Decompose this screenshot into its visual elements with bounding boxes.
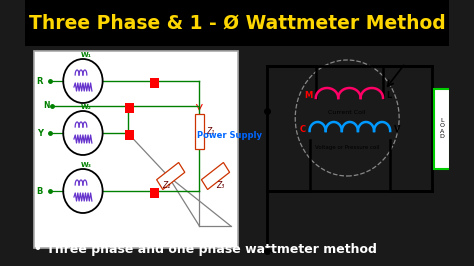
Text: • Three phase and one phase wattmeter method: • Three phase and one phase wattmeter me… (34, 243, 376, 256)
Text: Z₁: Z₁ (207, 127, 215, 135)
Text: Three Phase & 1 - Ø Wattmeter Method: Three Phase & 1 - Ø Wattmeter Method (28, 14, 446, 32)
Text: V: V (394, 124, 400, 134)
Bar (150, 78, 159, 88)
Text: L: L (387, 92, 392, 101)
Text: L
O
A
D: L O A D (439, 118, 445, 139)
Bar (25, 0, 449, 46)
Bar (125, 130, 134, 140)
Bar (34, 51, 238, 248)
Bar (150, 188, 159, 198)
Bar (195, 114, 204, 148)
Text: R: R (36, 77, 43, 85)
Bar (201, 163, 229, 189)
Text: N: N (43, 102, 50, 110)
Text: C: C (300, 124, 306, 134)
Text: Z₂: Z₂ (162, 181, 170, 190)
Text: M: M (304, 92, 312, 101)
Text: Y: Y (36, 128, 43, 138)
Text: W₂: W₂ (81, 104, 92, 110)
Text: Power Supply: Power Supply (197, 131, 262, 140)
Text: W₁: W₁ (81, 52, 92, 58)
Text: W₃: W₃ (81, 162, 92, 168)
Text: B: B (36, 186, 43, 196)
Bar (156, 163, 185, 189)
Text: Z₃: Z₃ (216, 181, 224, 190)
Text: Voltage or Pressure coil: Voltage or Pressure coil (315, 144, 379, 149)
Text: Current Coil: Current Coil (328, 110, 366, 114)
Bar (125, 103, 134, 113)
Bar (434, 89, 450, 168)
